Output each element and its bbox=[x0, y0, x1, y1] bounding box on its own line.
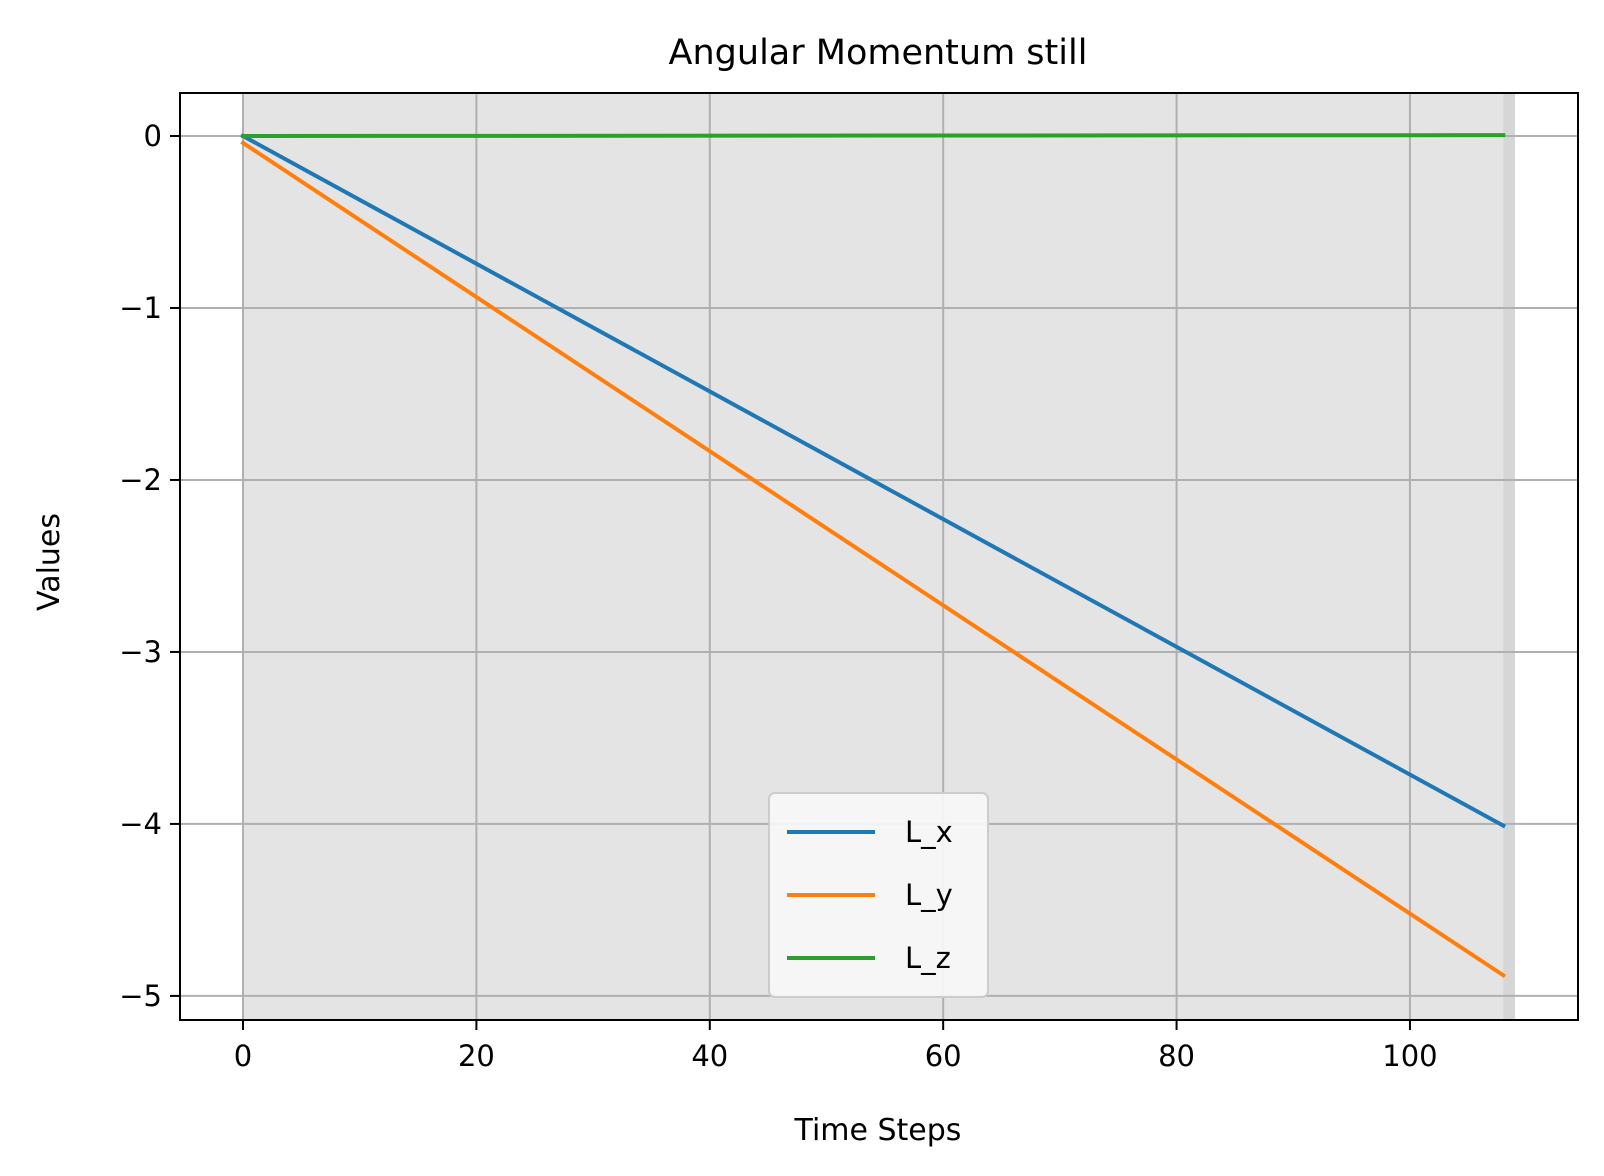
y-axis-ticks: 0 −1 −2 −3 −4 −5 bbox=[119, 119, 180, 1013]
y-tick-label: −1 bbox=[119, 291, 162, 325]
x-tick-label: 100 bbox=[1382, 1039, 1437, 1073]
y-tick-label: −4 bbox=[119, 807, 162, 841]
plot-area bbox=[179, 92, 1579, 1021]
x-tick-label: 80 bbox=[1158, 1039, 1195, 1073]
legend-label: L_y bbox=[905, 878, 953, 912]
x-tick-label: 40 bbox=[691, 1039, 728, 1073]
x-tick-label: 20 bbox=[458, 1039, 495, 1073]
legend-label: L_z bbox=[905, 941, 951, 975]
x-axis-ticks: 0 20 40 60 80 100 bbox=[234, 1020, 1438, 1073]
axes-frame bbox=[179, 92, 1579, 1021]
x-tick-label: 0 bbox=[234, 1039, 252, 1073]
y-tick-label: −3 bbox=[119, 635, 162, 669]
series-line-l-x bbox=[240, 133, 1507, 829]
legend-label: L_x bbox=[905, 815, 953, 849]
legend-box bbox=[768, 792, 989, 998]
y-tick-label: −5 bbox=[119, 979, 162, 1013]
shaded-region-end-band bbox=[1503, 93, 1515, 1020]
x-tick-label: 60 bbox=[925, 1039, 962, 1073]
y-tick-label: −2 bbox=[119, 463, 162, 497]
series-lines bbox=[240, 133, 1507, 979]
y-tick-label: 0 bbox=[144, 119, 162, 153]
x-axis-label: Time Steps bbox=[794, 1113, 962, 1148]
chart-title: Angular Momentum still bbox=[669, 33, 1088, 73]
legend: L_x L_y L_z bbox=[768, 792, 989, 998]
series-line-l-y bbox=[240, 140, 1507, 979]
y-axis-label: Values bbox=[32, 513, 67, 611]
series-line-l-z bbox=[241, 133, 1506, 138]
